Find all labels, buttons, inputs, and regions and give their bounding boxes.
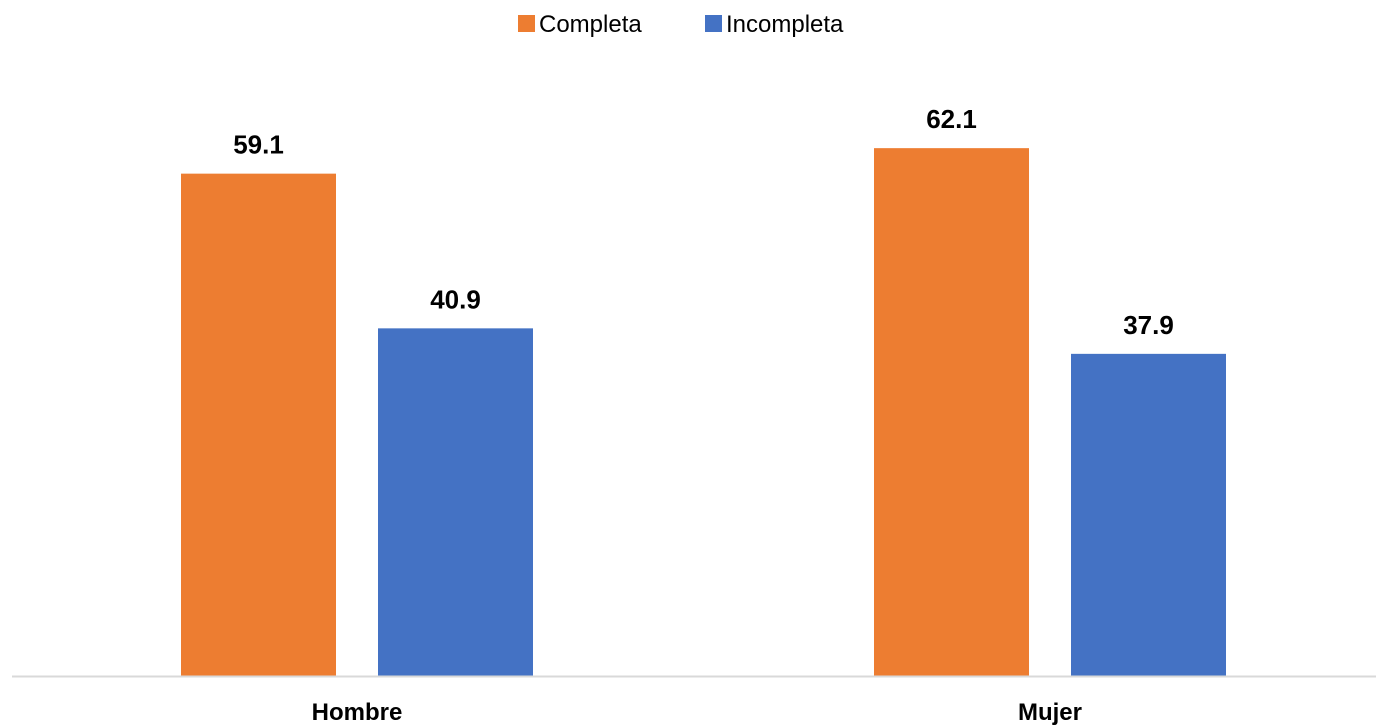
bar-mujer-incompleta: [1071, 353, 1226, 676]
legend-swatch-completa: [518, 15, 535, 32]
category-label-hombre: Hombre: [312, 699, 403, 726]
legend-label-completa: Completa: [539, 11, 642, 38]
data-label-hombre-completa: 59.1: [233, 130, 284, 160]
data-labels-group: 59.1 40.9 62.1 37.9: [233, 104, 1174, 340]
legend-label-incompleta: Incompleta: [726, 11, 844, 38]
bar-hombre-incompleta: [378, 328, 533, 676]
data-label-hombre-incompleta: 40.9: [430, 284, 481, 314]
bar-hombre-completa: [181, 173, 336, 676]
category-label-mujer: Mujer: [1018, 699, 1082, 726]
bar-mujer-completa: [874, 148, 1029, 676]
legend-swatch-incompleta: [705, 15, 722, 32]
legend: Completa Incompleta: [518, 11, 844, 38]
data-label-mujer-incompleta: 37.9: [1123, 310, 1174, 340]
bars-group: [181, 148, 1226, 676]
category-labels-group: Hombre Mujer: [312, 699, 1082, 726]
data-label-mujer-completa: 62.1: [926, 104, 977, 134]
